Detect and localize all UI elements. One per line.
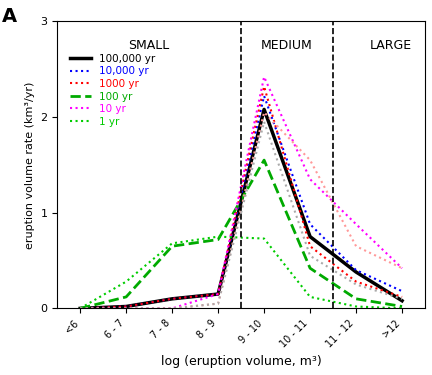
- X-axis label: log (eruption volume, m³): log (eruption volume, m³): [161, 355, 321, 368]
- Text: LARGE: LARGE: [369, 39, 412, 52]
- Legend: 100,000 yr, 10,000 yr, 1000 yr, 100 yr, 10 yr, 1 yr: 100,000 yr, 10,000 yr, 1000 yr, 100 yr, …: [66, 50, 160, 131]
- Y-axis label: eruption volume rate (km³/yr): eruption volume rate (km³/yr): [25, 81, 35, 249]
- Text: MEDIUM: MEDIUM: [261, 39, 313, 52]
- Text: SMALL: SMALL: [128, 39, 170, 52]
- Text: A: A: [2, 7, 17, 26]
